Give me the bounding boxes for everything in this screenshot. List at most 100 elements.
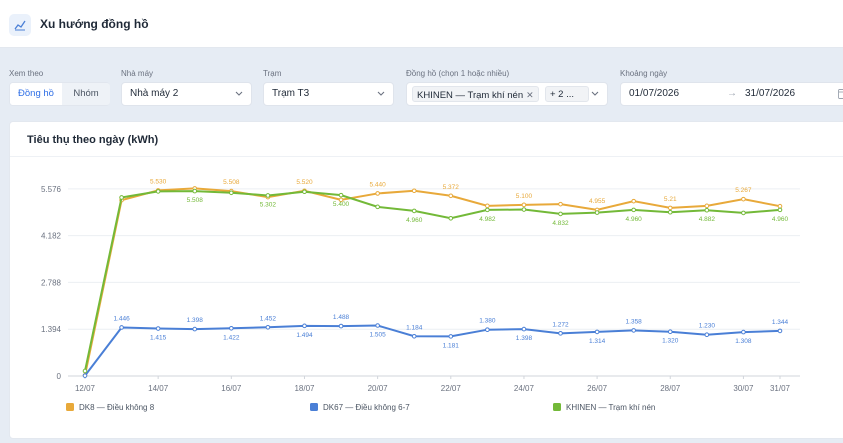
date-to[interactable]: 31/07/2026 — [745, 88, 796, 99]
data-point — [667, 329, 673, 335]
data-label: 5.440 — [369, 181, 386, 188]
data-label: 1.308 — [735, 338, 752, 345]
x-tick-label: 20/07 — [368, 384, 389, 393]
data-point — [521, 207, 527, 212]
x-tick-label: 16/07 — [221, 384, 242, 393]
legend-swatch — [66, 403, 74, 411]
data-label: 1.398 — [187, 317, 204, 324]
data-point — [777, 328, 783, 334]
data-point — [82, 368, 88, 374]
meter-label: Đồng hồ (chọn 1 hoặc nhiều) — [406, 69, 510, 78]
data-point — [558, 331, 563, 336]
data-point — [741, 210, 746, 216]
data-label: 1.446 — [113, 315, 130, 322]
y-tick-label: 5.576 — [41, 185, 62, 194]
meter-chip-label: KHINEN — Trạm khí nén — [417, 90, 524, 101]
data-label: 1.452 — [260, 315, 277, 322]
data-label: 5.372 — [443, 184, 460, 191]
data-label: 5.508 — [187, 197, 204, 204]
card-divider — [10, 156, 843, 157]
data-label: 5.520 — [296, 179, 313, 186]
line-chart-icon — [9, 14, 31, 36]
calendar-icon — [838, 89, 843, 99]
data-point — [265, 193, 271, 198]
chevron-down-icon — [591, 91, 599, 96]
data-point — [741, 196, 746, 202]
x-tick-label: 22/07 — [441, 384, 462, 393]
data-point — [411, 208, 417, 214]
data-point — [338, 192, 344, 198]
data-label: 1.272 — [552, 321, 569, 328]
data-point — [521, 202, 527, 208]
data-point — [338, 197, 344, 203]
line-chart: 0 1.394 2.788 4.182 5.576 12/07 14/07 16/07 18/0… — [41, 178, 800, 412]
meter-more-chip[interactable]: + 2 ... — [545, 86, 589, 102]
data-label: 4.955 — [589, 198, 606, 205]
data-label: 5.267 — [735, 187, 752, 194]
data-label: 1.422 — [223, 334, 240, 341]
x-tick-label: 28/07 — [660, 384, 681, 393]
arrow-right-icon: → — [727, 88, 737, 99]
data-point — [448, 215, 454, 221]
data-label: 1.505 — [369, 331, 386, 338]
meter-multiselect[interactable]: KHINEN — Trạm khí nén ✕ + 2 ... — [406, 82, 608, 106]
data-point — [631, 198, 636, 204]
station-label: Trạm — [263, 69, 282, 78]
data-point — [229, 190, 234, 196]
legend-label: KHINEN — Trạm khí nén — [566, 403, 655, 412]
data-point — [521, 326, 527, 332]
x-tick-label: 24/07 — [514, 384, 535, 393]
view-by-meter-option[interactable]: Đồng hồ — [10, 83, 62, 105]
chevron-down-icon — [235, 91, 243, 96]
data-label: 1.415 — [150, 335, 167, 342]
data-point — [558, 201, 563, 207]
data-point — [411, 188, 417, 194]
data-label: 4.982 — [479, 216, 496, 223]
data-point — [82, 373, 88, 378]
data-point — [448, 334, 454, 339]
station-select[interactable]: Trạm T3 — [263, 82, 394, 106]
data-label: 1.314 — [589, 338, 606, 345]
data-point — [302, 323, 307, 329]
data-point — [777, 203, 783, 209]
data-label: 4.960 — [406, 217, 423, 224]
data-point — [741, 329, 746, 335]
data-point — [631, 328, 636, 333]
legend-swatch — [553, 403, 561, 411]
date-from[interactable]: 01/07/2026 — [629, 88, 680, 99]
close-icon[interactable]: ✕ — [526, 90, 534, 100]
data-point — [265, 324, 271, 330]
x-tick-label: 12/07 — [75, 384, 96, 393]
data-point — [704, 332, 710, 338]
data-label: 5.302 — [260, 201, 277, 208]
data-label: 4.960 — [626, 216, 643, 223]
data-point — [594, 210, 600, 215]
data-label: 5.400 — [333, 201, 350, 208]
data-point — [375, 191, 380, 196]
data-point — [302, 189, 307, 195]
plant-select[interactable]: Nhà máy 2 — [121, 82, 252, 106]
series-line — [84, 324, 781, 377]
y-tick-label: 2.788 — [41, 278, 62, 287]
page-title: Xu hướng đồng hồ — [40, 17, 149, 31]
chart-card: Tiêu thụ theo ngày (kWh) 0 1.394 2.788 4.18… — [9, 121, 843, 439]
legend-label: DK67 — Điều không 6-7 — [323, 403, 410, 412]
date-range-picker[interactable]: 01/07/2026 → 31/07/2026 — [620, 82, 843, 106]
data-label: 1.398 — [516, 335, 533, 342]
view-by-group-option[interactable]: Nhóm — [62, 83, 110, 105]
top-bar: Xu hướng đồng hồ — [0, 0, 843, 48]
data-point — [667, 205, 673, 211]
date-range-label: Khoảng ngày — [620, 69, 668, 78]
chevron-down-icon — [377, 91, 385, 96]
plant-label: Nhà máy — [121, 69, 154, 78]
data-label: 1.488 — [333, 314, 350, 321]
data-point — [631, 207, 636, 213]
data-label: 5.508 — [223, 179, 240, 186]
data-label: 1.230 — [699, 323, 716, 330]
data-label: 1.358 — [626, 318, 643, 325]
legend-swatch — [310, 403, 318, 411]
series-line — [84, 187, 781, 376]
data-point — [448, 193, 454, 199]
x-tick-label: 30/07 — [733, 384, 754, 393]
data-point — [155, 189, 161, 194]
